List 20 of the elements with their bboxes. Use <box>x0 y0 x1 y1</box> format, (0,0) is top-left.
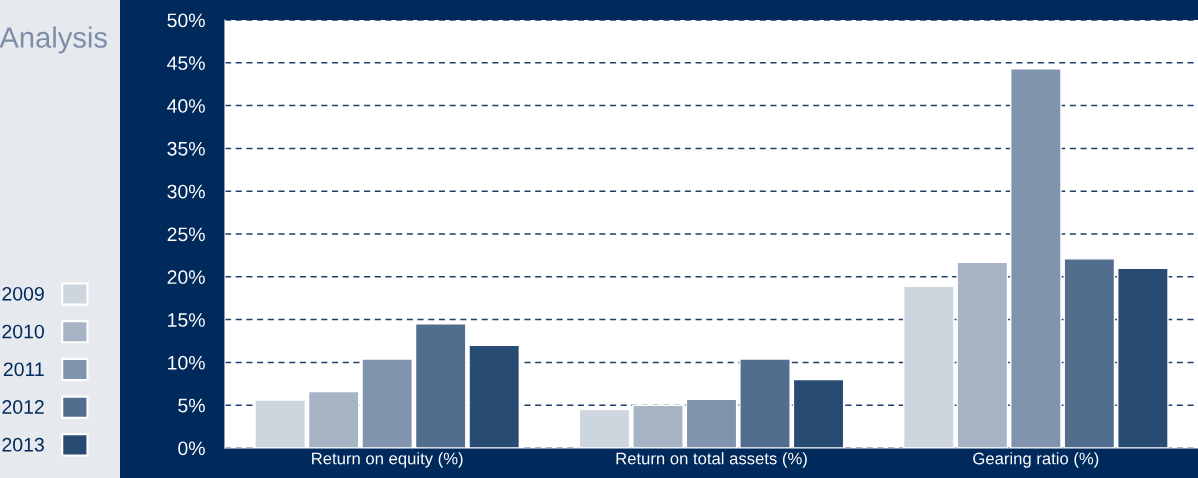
legend-label: 2013 <box>2 437 44 452</box>
y-tick-label: 5% <box>178 398 205 413</box>
y-tick-label: 15% <box>168 313 205 327</box>
legend-label: 2012 <box>2 400 44 414</box>
y-tick-label: 10% <box>168 355 205 370</box>
y-tick-label: 25% <box>167 227 205 242</box>
legend-label: 2011 <box>3 362 44 377</box>
x-tick-label: Gearing ratio (%) <box>973 452 1099 468</box>
x-tick-label: Return on equity (%) <box>312 452 463 468</box>
y-tick-label: 35% <box>167 141 205 156</box>
y-tick-label: 30% <box>167 184 205 199</box>
x-tick-label: Return on total assets (%) <box>616 452 807 468</box>
y-tick-label: 0% <box>178 441 205 456</box>
chart-title: Analysis <box>0 26 107 54</box>
y-tick-label: 40% <box>167 99 205 113</box>
legend-label: 2010 <box>2 324 44 339</box>
legend-label: 2009 <box>2 286 44 301</box>
y-tick-label: 20% <box>167 270 205 285</box>
y-tick-label: 50% <box>167 13 205 28</box>
y-tick-label: 45% <box>167 56 205 71</box>
